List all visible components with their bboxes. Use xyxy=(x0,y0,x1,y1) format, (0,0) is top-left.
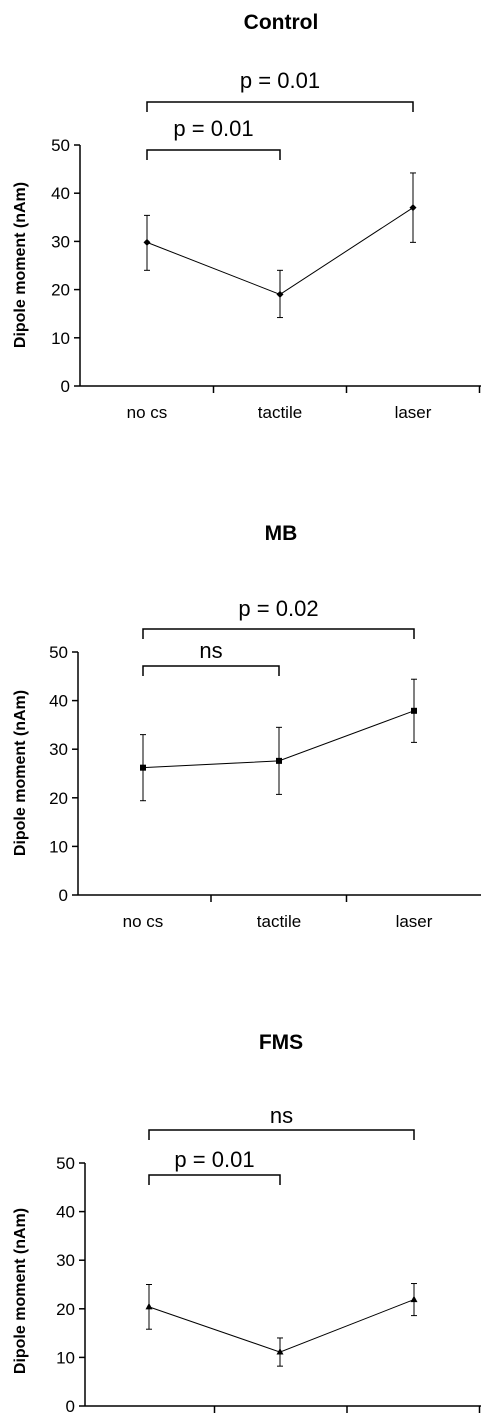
bracket-line xyxy=(148,1129,415,1140)
x-tick-label: laser xyxy=(396,912,433,931)
data-point xyxy=(276,757,282,764)
y-tick-label: 30 xyxy=(51,232,70,251)
y-tick-label: 50 xyxy=(56,1154,75,1173)
y-tick-label: 40 xyxy=(56,1203,75,1222)
data-point xyxy=(276,1348,284,1355)
x-tick-label: tactile xyxy=(258,403,302,422)
y-tick-label: 50 xyxy=(49,643,68,662)
significance-bracket: ns xyxy=(148,1103,415,1140)
x-tick-label: laser xyxy=(395,403,432,422)
y-axis-label: Dipole moment (nAm) xyxy=(12,1208,29,1374)
x-tick-label: no cs xyxy=(123,912,164,931)
plot-area: 0 10 20 30 40 50 no cs tactile laser p = 0.01 p = … xyxy=(51,68,481,422)
data-point xyxy=(410,1295,418,1303)
y-tick-label: 30 xyxy=(56,1251,75,1270)
y-tick-label: 10 xyxy=(49,837,68,856)
significance-bracket: p = 0.01 xyxy=(146,116,281,160)
bracket-line xyxy=(146,101,414,112)
y-axis-label: Dipole moment (nAm) xyxy=(12,690,29,856)
panel-title: FMS xyxy=(259,1031,303,1054)
bracket-label: ns xyxy=(199,638,222,663)
data-point xyxy=(409,204,417,212)
mb-panel: MB Dipole moment (nAm) 0 10 20 30 40 50 no cs t… xyxy=(12,522,481,931)
y-tick-label: 20 xyxy=(51,281,70,300)
bracket-label: ns xyxy=(270,1103,293,1128)
bracket-line xyxy=(142,628,415,639)
y-tick-label: 10 xyxy=(56,1348,75,1367)
panel-title: MB xyxy=(265,522,298,545)
significance-bracket: p = 0.01 xyxy=(146,68,414,112)
significance-bracket: p = 0.01 xyxy=(148,1147,281,1185)
data-point xyxy=(143,238,151,246)
bracket-label: p = 0.02 xyxy=(238,596,318,621)
y-tick-label: 0 xyxy=(59,886,68,905)
bracket-label: p = 0.01 xyxy=(240,68,320,93)
control-panel: Control Dipole moment (nAm) 0 10 20 30 40 50 n… xyxy=(12,11,481,422)
bracket-line xyxy=(146,149,281,160)
data-point xyxy=(411,707,417,714)
series-line xyxy=(148,1299,415,1353)
significance-bracket: ns xyxy=(142,638,280,676)
x-tick-label: tactile xyxy=(257,912,301,931)
y-tick-label: 20 xyxy=(56,1300,75,1319)
plot-area: 0 10 20 30 40 50 no cs tactile laser ns p = 0.02 xyxy=(49,596,481,931)
y-tick-label: 30 xyxy=(49,740,68,759)
significance-bracket: p = 0.02 xyxy=(142,596,415,639)
y-tick-label: 20 xyxy=(49,789,68,808)
data-point xyxy=(145,1302,153,1310)
y-tick-label: 50 xyxy=(51,136,70,155)
data-point xyxy=(140,764,146,771)
y-tick-label: 0 xyxy=(66,1397,75,1414)
data-point xyxy=(276,290,284,298)
y-tick-label: 10 xyxy=(51,329,70,348)
y-axis-label: Dipole moment (nAm) xyxy=(12,182,29,348)
x-tick-label: no cs xyxy=(127,403,168,422)
bracket-line xyxy=(142,665,280,676)
bracket-label: p = 0.01 xyxy=(173,116,253,141)
y-tick-label: 40 xyxy=(51,184,70,203)
y-tick-label: 40 xyxy=(49,692,68,711)
bracket-line xyxy=(148,1174,281,1185)
y-tick-label: 0 xyxy=(61,377,70,396)
panel-title: Control xyxy=(244,11,319,34)
bracket-label: p = 0.01 xyxy=(174,1147,254,1172)
